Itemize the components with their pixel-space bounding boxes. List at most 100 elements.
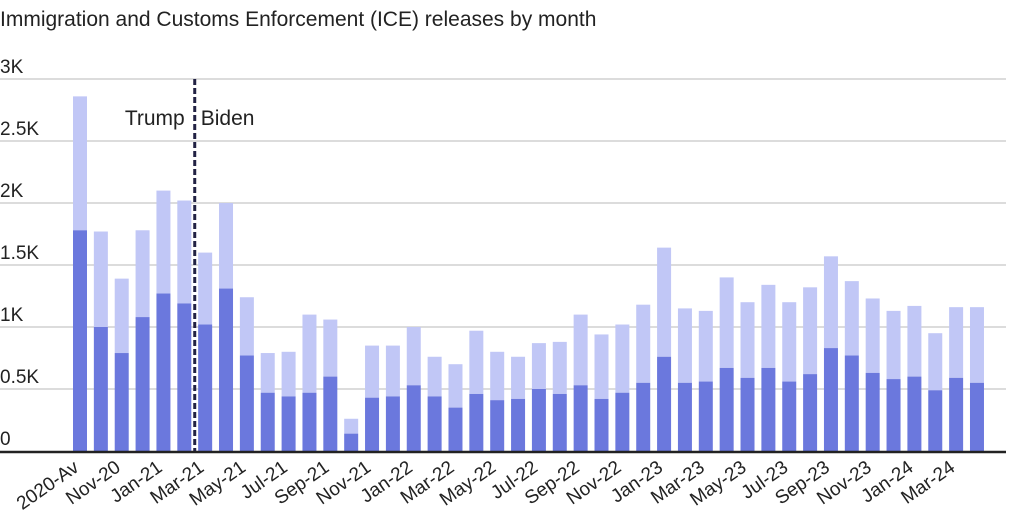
bar-segment-bottom (427, 396, 442, 451)
bar-segment-top (907, 305, 922, 377)
bar-segment-top (406, 327, 421, 386)
bar-segment-bottom (239, 355, 254, 451)
bar-segment-top (719, 277, 734, 368)
bar-segment-bottom (511, 398, 526, 451)
bar-segment-bottom (448, 407, 463, 451)
bar-segment-bottom (93, 327, 108, 451)
bar-segment-bottom (135, 317, 150, 451)
bar-segment-bottom (657, 356, 672, 451)
bar-segment-top (511, 356, 526, 399)
bar-segment-top (469, 330, 484, 394)
bar-segment-top (219, 203, 234, 289)
bar-segment-top (93, 231, 108, 327)
bar-segment-bottom (490, 400, 505, 451)
chart-title: Immigration and Customs Enforcement (ICE… (0, 8, 597, 31)
bar-segment-bottom (198, 324, 213, 451)
bar-segment-top (385, 345, 400, 397)
bar-segment-top (344, 418, 359, 434)
bar-segment-top (302, 314, 317, 393)
bars (73, 96, 984, 451)
bar-segment-bottom (677, 382, 692, 451)
y-tick-label: 1K (0, 305, 24, 326)
bar-segment-top (239, 297, 254, 356)
y-tick-label: 2K (0, 181, 24, 202)
bar-segment-top (281, 351, 296, 397)
y-tick-label: 1.5K (0, 243, 39, 264)
bar-segment-bottom (73, 230, 87, 451)
bar-segment-top (782, 302, 797, 382)
bar-segment-top (448, 364, 463, 408)
annotation-trump: Trump (125, 107, 185, 130)
bar-segment-bottom (573, 385, 588, 451)
bar-segment-bottom (323, 376, 338, 451)
bar-segment-bottom (844, 355, 859, 451)
bar-segment-bottom (260, 392, 275, 451)
bar-segment-bottom (803, 374, 818, 451)
bar-segment-top (928, 333, 943, 391)
bar-segment-top (573, 314, 588, 386)
bar-segment-bottom (552, 393, 567, 451)
bar-segment-top (177, 200, 192, 304)
bar-segment-top (761, 284, 776, 368)
bar-segment-bottom (782, 381, 797, 451)
bar-segment-top (698, 310, 713, 382)
bar-segment-top (594, 334, 609, 399)
y-axis-tick-labels: 0 0.5K 1K 1.5K 2K 2.5K 3K (0, 57, 39, 450)
bar-segment-top (886, 310, 901, 380)
y-tick-label: 2.5K (0, 119, 39, 140)
bar-segment-bottom (156, 293, 171, 451)
bar-segment-bottom (761, 367, 776, 451)
bar-segment-top (823, 256, 838, 349)
bar-segment-top (969, 307, 984, 383)
bar-segment-top (365, 345, 380, 398)
bar-segment-bottom (949, 377, 964, 451)
annotation-biden: Biden (201, 107, 255, 130)
bar-segment-top (552, 341, 567, 394)
bar-segment-bottom (281, 396, 296, 451)
bar-segment-top (844, 281, 859, 356)
bar-segment-bottom (907, 376, 922, 451)
bar-segment-top (531, 343, 546, 389)
y-tick-label: 0 (0, 429, 11, 450)
bar-segment-bottom (365, 397, 380, 451)
bar-segment-bottom (594, 398, 609, 451)
bar-segment-bottom (928, 390, 943, 451)
bar-segment-bottom (219, 288, 234, 451)
bar-segment-bottom (636, 382, 651, 451)
bar-segment-bottom (865, 372, 880, 451)
bar-segment-bottom (469, 393, 484, 451)
y-tick-label: 0.5K (0, 367, 39, 388)
bar-segment-top (803, 287, 818, 375)
bar-segment-top (73, 96, 87, 231)
bar-segment-top (740, 302, 755, 378)
bar-segment-top (323, 319, 338, 377)
bar-segment-top (615, 324, 630, 393)
bar-segment-bottom (823, 348, 838, 451)
bar-segment-bottom (886, 379, 901, 451)
bar-segment-top (114, 278, 129, 354)
bar-segment-bottom (531, 389, 546, 451)
bar-segment-top (490, 351, 505, 401)
bar-segment-bottom (406, 385, 421, 451)
bar-segment-top (636, 304, 651, 383)
bar-segment-top (657, 247, 672, 357)
y-tick-label: 3K (0, 57, 24, 78)
bar-segment-top (427, 356, 442, 397)
x-axis-tick-labels: 2020-AvNov-20Jan-21Mar-21May-21Jul-21Sep… (13, 457, 959, 512)
bar-segment-bottom (615, 392, 630, 451)
bar-segment-bottom (385, 396, 400, 451)
bar-segment-top (135, 230, 150, 318)
bar-segment-bottom (344, 433, 359, 451)
bar-segment-bottom (969, 382, 984, 451)
bar-segment-top (949, 307, 964, 378)
bar-segment-bottom (698, 381, 713, 451)
bar-segment-top (156, 190, 171, 294)
bar-segment-bottom (719, 367, 734, 451)
bar-segment-top (677, 308, 692, 383)
bar-segment-bottom (740, 377, 755, 451)
bar-segment-bottom (114, 353, 129, 451)
bar-segment-top (865, 298, 880, 373)
bar-segment-bottom (177, 303, 192, 451)
bar-segment-bottom (302, 392, 317, 451)
